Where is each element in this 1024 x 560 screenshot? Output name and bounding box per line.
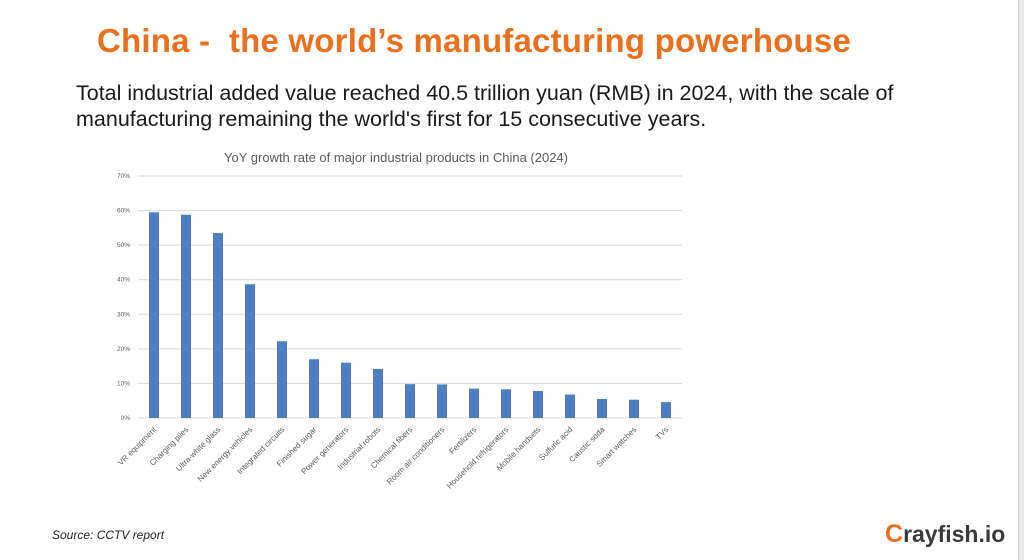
slide-subtitle: Total industrial added value reached 40.… [76,81,894,131]
y-axis-ticks: 0% 10% 20% 30% 40% 50% 60% 70% [117,173,130,422]
bar [597,398,607,418]
source-note: Source: CCTV report [52,528,165,542]
bar [405,384,415,418]
y-tick-label: 20% [117,346,130,353]
window-edge [1018,0,1024,560]
bar [565,394,575,418]
bar [181,214,191,418]
crayfish-logo-icon: C [885,520,904,548]
bar [533,391,543,418]
x-tick-label: Household refrigerators [445,425,510,490]
y-tick-label: 30% [117,311,130,318]
bars [149,212,671,418]
slide-title: China - the world’s manufacturing powerh… [97,22,851,59]
bar-chart: YoY growth rate of major industrial prod… [116,150,682,491]
y-tick-label: 40% [117,277,130,284]
bar [309,359,319,418]
bar [469,388,479,418]
bar [245,284,255,418]
y-tick-label: 0% [121,415,131,422]
bar [149,212,159,418]
y-tick-label: 10% [117,380,130,387]
chart-title: YoY growth rate of major industrial prod… [224,150,568,165]
crayfish-logo-text: rayfish.io [903,521,1006,547]
x-tick-label: TVs [654,425,670,441]
bar [373,368,383,418]
bar [501,389,511,418]
bar [341,362,351,418]
bar [629,399,639,418]
bar [437,384,447,418]
bar [213,233,223,418]
y-tick-label: 50% [117,242,130,249]
y-tick-label: 60% [117,208,130,215]
bar [277,341,287,418]
bar [661,402,671,418]
y-tick-label: 70% [117,173,130,180]
x-tick-label: Room air conditioners [385,425,446,486]
x-tick-label: Fertilizers [448,425,479,456]
x-tick-label: New energy vehicles [196,425,255,484]
